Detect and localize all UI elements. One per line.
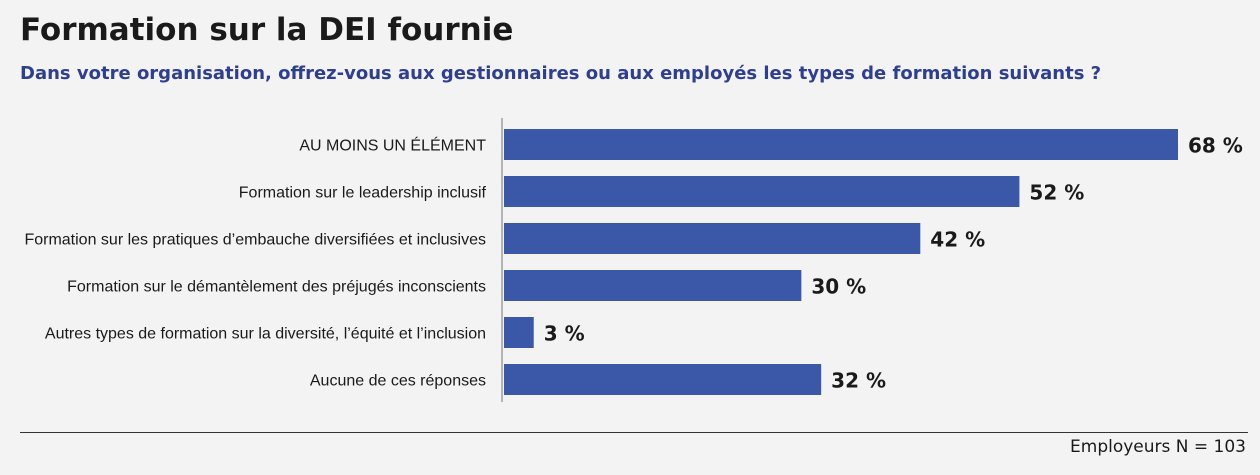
category-label: Autres types de formation sur la diversi… <box>45 326 486 343</box>
bar <box>504 129 1178 160</box>
chart-subtitle: Dans votre organisation, offrez-vous aux… <box>20 63 1102 84</box>
bar <box>504 270 802 301</box>
value-label: 68 % <box>1188 134 1243 158</box>
value-label: 42 % <box>930 228 985 252</box>
category-label: Formation sur le leadership inclusif <box>239 185 487 202</box>
category-label: Formation sur le démantèlement des préju… <box>67 279 486 296</box>
value-label: 30 % <box>811 275 866 299</box>
sample-size-note: Employeurs N = 103 <box>1070 437 1246 457</box>
bar <box>504 176 1020 207</box>
chart-title: Formation sur la DEI fournie <box>20 12 514 48</box>
category-label: AU MOINS UN ÉLÉMENT <box>299 136 486 155</box>
value-label: 32 % <box>831 369 886 393</box>
bar <box>504 317 534 348</box>
bar <box>504 364 822 395</box>
value-label: 52 % <box>1029 181 1084 205</box>
bar <box>504 223 921 254</box>
category-label: Aucune de ces réponses <box>310 373 486 390</box>
value-label: 3 % <box>544 322 585 346</box>
category-label: Formation sur les pratiques d’embauche d… <box>24 232 486 249</box>
bottom-rule <box>20 432 1248 433</box>
